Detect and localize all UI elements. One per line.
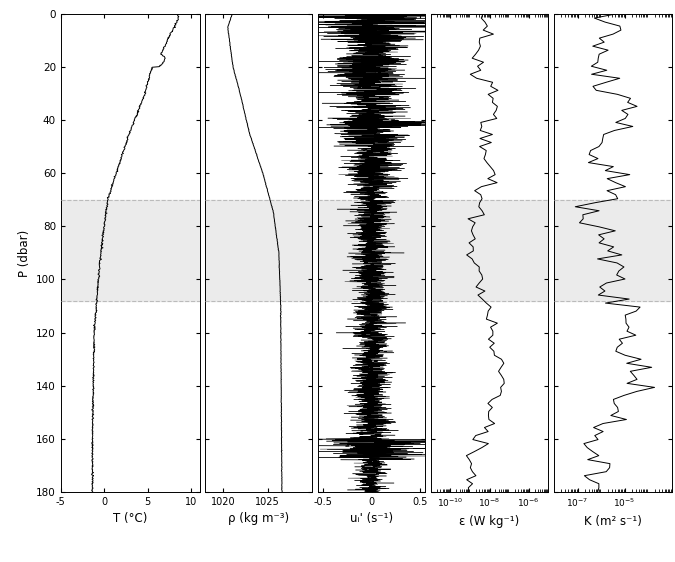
Bar <box>61 200 200 301</box>
X-axis label: uᵢ' (s⁻¹): uᵢ' (s⁻¹) <box>350 512 393 525</box>
X-axis label: ε (W kg⁻¹): ε (W kg⁻¹) <box>460 515 520 528</box>
Bar <box>318 200 425 301</box>
Y-axis label: P (dbar): P (dbar) <box>18 229 30 277</box>
X-axis label: ρ (kg m⁻³): ρ (kg m⁻³) <box>228 512 290 525</box>
X-axis label: T (°C): T (°C) <box>113 512 147 525</box>
Bar <box>431 200 548 301</box>
Bar <box>554 200 672 301</box>
X-axis label: K (m² s⁻¹): K (m² s⁻¹) <box>584 515 642 528</box>
Bar <box>205 200 313 301</box>
